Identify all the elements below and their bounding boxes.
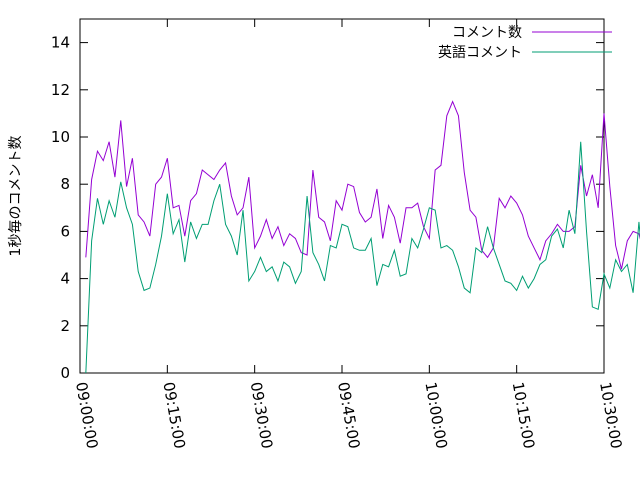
series-layer — [85, 100, 640, 374]
series-line-0 — [85, 100, 640, 270]
y-tick-label: 2 — [60, 317, 70, 335]
x-axis-ticks: 09:00:00 09:15:00 09:30:00 09:45:00 10:00:00… — [72, 19, 625, 450]
x-tick-label: 09:00:00 — [72, 381, 101, 450]
y-tick-label: 4 — [60, 270, 70, 288]
legend-label-0: コメント数 — [452, 25, 522, 41]
x-tick-label: 10:00:00 — [421, 381, 450, 450]
y-tick-label: 8 — [60, 175, 70, 193]
x-tick-label: 10:15:00 — [509, 381, 538, 450]
x-tick-label: 10:30:00 — [596, 381, 625, 450]
y-tick-label: 10 — [51, 128, 70, 146]
y-tick-label: 12 — [51, 81, 70, 99]
x-tick-label: 09:30:00 — [247, 381, 276, 450]
plot-frame — [79, 18, 605, 374]
legend-label-1: 英語コメント — [438, 44, 522, 61]
series-line-1 — [85, 141, 640, 374]
y-tick-label: 14 — [51, 34, 70, 52]
y-tick-label: 6 — [60, 222, 70, 240]
legend: コメント数 英語コメント — [438, 25, 612, 61]
y-axis-ticks: 0 2 4 6 8 10 12 14 — [51, 34, 604, 382]
y-axis-label: 1秒毎のコメント数 — [8, 136, 24, 257]
y-tick-label: 0 — [60, 364, 70, 382]
x-tick-label: 09:45:00 — [334, 381, 363, 450]
x-tick-label: 09:15:00 — [159, 381, 188, 450]
